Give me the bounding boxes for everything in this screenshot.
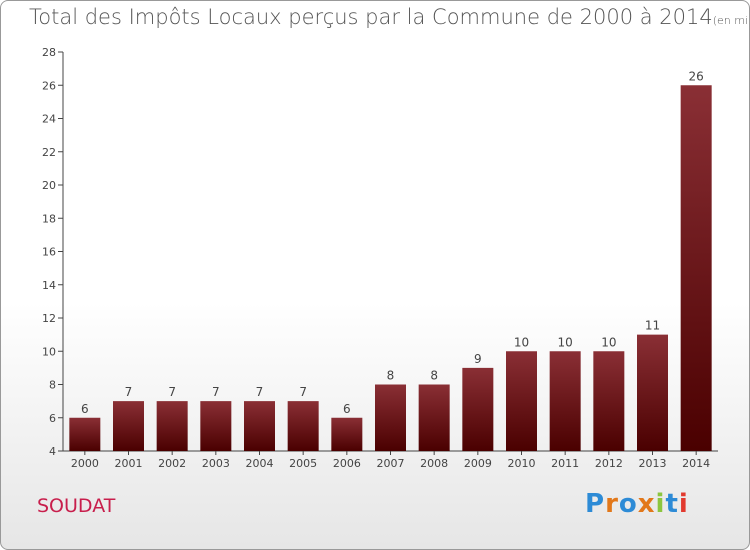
x-tick-label: 2013 bbox=[639, 457, 667, 470]
x-tick-label: 2008 bbox=[420, 457, 448, 470]
bar-value-label: 8 bbox=[430, 369, 438, 383]
bar bbox=[69, 417, 101, 451]
bar-value-label: 6 bbox=[343, 402, 351, 416]
y-tick-label: 8 bbox=[49, 379, 56, 392]
logo-letter: t bbox=[665, 489, 679, 519]
x-tick-label: 2000 bbox=[71, 457, 99, 470]
y-tick-label: 14 bbox=[42, 279, 56, 292]
logo-letter: P bbox=[585, 489, 606, 519]
y-tick-label: 18 bbox=[42, 212, 56, 225]
bar bbox=[156, 401, 188, 451]
bar-value-label: 9 bbox=[474, 352, 482, 366]
x-tick-label: 2012 bbox=[595, 457, 623, 470]
logo-letter: o bbox=[618, 489, 638, 519]
x-tick-label: 2002 bbox=[158, 457, 186, 470]
bar-value-label: 8 bbox=[387, 369, 395, 383]
bar bbox=[637, 334, 668, 451]
chart-title-text: Total des Impôts Locaux perçus par la Co… bbox=[29, 5, 713, 29]
bar bbox=[593, 351, 625, 451]
bar bbox=[418, 384, 450, 451]
chart-unit: (en milliers d'€) bbox=[712, 14, 749, 27]
bar bbox=[287, 401, 319, 451]
bar-value-label: 7 bbox=[299, 385, 307, 399]
x-tick-label: 2005 bbox=[289, 457, 317, 470]
x-tick-label: 2010 bbox=[508, 457, 536, 470]
y-tick-label: 28 bbox=[42, 46, 56, 59]
bar bbox=[680, 85, 712, 451]
bar-value-label: 26 bbox=[689, 69, 704, 83]
y-tick-label: 20 bbox=[42, 179, 56, 192]
bar bbox=[462, 367, 494, 451]
bar-value-label: 11 bbox=[645, 319, 660, 333]
x-tick-label: 2011 bbox=[551, 457, 579, 470]
proxiti-logo[interactable]: Proxiti bbox=[585, 489, 689, 519]
bar bbox=[200, 401, 232, 451]
bar bbox=[113, 401, 144, 451]
bar-value-label: 7 bbox=[212, 385, 220, 399]
x-tick-label: 2001 bbox=[115, 457, 143, 470]
y-tick-label: 24 bbox=[42, 113, 56, 126]
bar-value-label: 10 bbox=[558, 335, 573, 349]
bar-value-label: 10 bbox=[514, 335, 529, 349]
y-tick-label: 12 bbox=[42, 312, 56, 325]
logo-letter: i bbox=[655, 489, 666, 519]
bar bbox=[549, 351, 581, 451]
bar bbox=[244, 401, 275, 451]
x-tick-label: 2003 bbox=[202, 457, 230, 470]
y-tick-label: 6 bbox=[49, 412, 56, 425]
y-tick-label: 16 bbox=[42, 246, 56, 259]
y-tick-label: 4 bbox=[49, 445, 56, 458]
logo-letter: i bbox=[678, 489, 689, 519]
logo-letter: x bbox=[637, 489, 656, 519]
y-tick-label: 10 bbox=[42, 345, 56, 358]
logo-letter: r bbox=[605, 489, 619, 519]
x-tick-label: 2009 bbox=[464, 457, 492, 470]
bar-value-label: 7 bbox=[256, 385, 264, 399]
bar bbox=[331, 417, 363, 451]
bar bbox=[506, 351, 537, 451]
chart-title: Total des Impôts Locaux perçus par la Co… bbox=[29, 5, 749, 29]
y-tick-label: 26 bbox=[42, 79, 56, 92]
bar-value-label: 7 bbox=[168, 385, 176, 399]
x-tick-label: 2007 bbox=[377, 457, 405, 470]
commune-name: SOUDAT bbox=[37, 495, 116, 517]
bar-value-label: 10 bbox=[601, 335, 616, 349]
x-tick-label: 2014 bbox=[682, 457, 710, 470]
y-tick-label: 22 bbox=[42, 146, 56, 159]
bar-value-label: 7 bbox=[125, 385, 133, 399]
bar bbox=[375, 384, 406, 451]
bar-value-label: 6 bbox=[81, 402, 89, 416]
x-tick-label: 2004 bbox=[246, 457, 274, 470]
x-tick-label: 2006 bbox=[333, 457, 361, 470]
